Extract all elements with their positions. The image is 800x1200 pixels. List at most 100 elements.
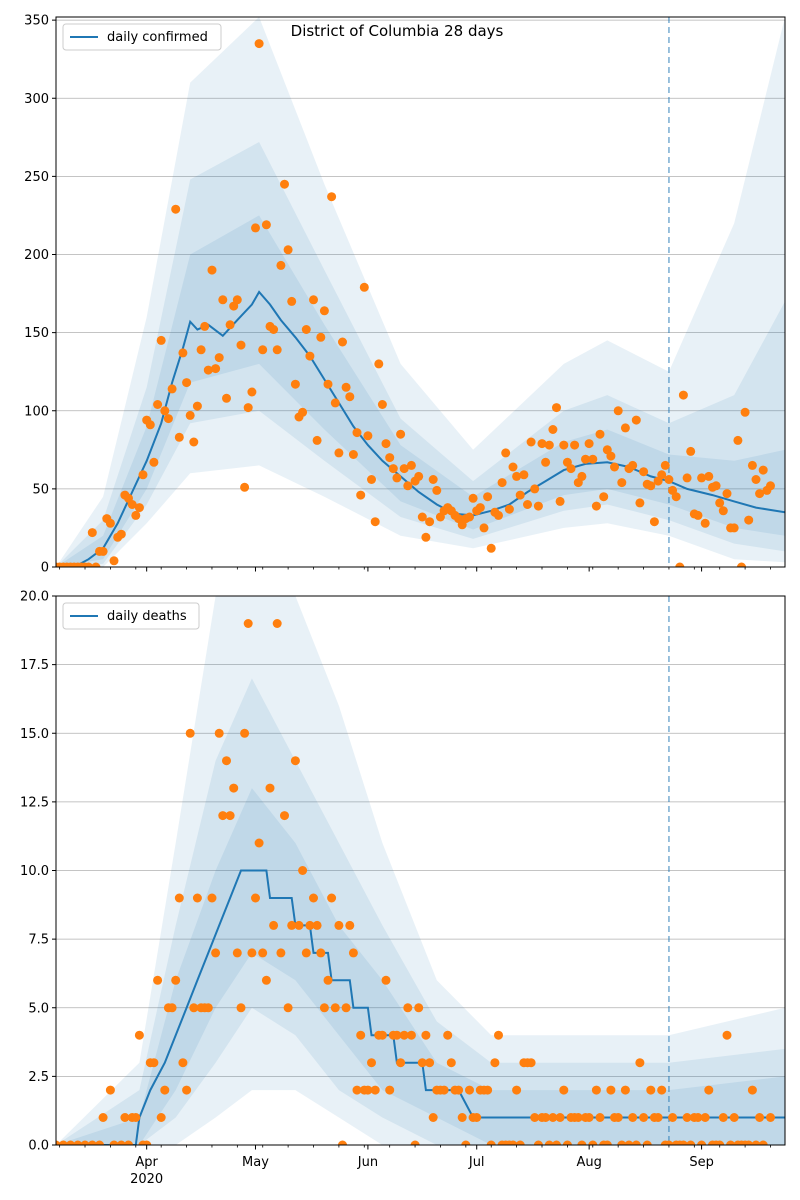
data-point: [189, 437, 199, 447]
data-point: [678, 1140, 688, 1145]
data-point: [639, 467, 649, 477]
data-point: [751, 1140, 761, 1145]
data-point: [457, 1113, 467, 1122]
data-point: [396, 429, 406, 439]
y-tick-label: 10.0: [20, 864, 49, 879]
y-tick-label: 50: [32, 482, 49, 497]
data-point: [599, 492, 609, 502]
y-tick-label: 12.5: [20, 795, 49, 810]
data-point: [352, 428, 362, 438]
data-point: [766, 481, 775, 491]
data-point: [247, 387, 257, 397]
data-point: [548, 425, 558, 434]
data-point: [334, 448, 344, 458]
data-point: [348, 450, 358, 459]
data-point: [737, 562, 746, 567]
data-point: [131, 510, 141, 520]
data-point: [66, 1140, 75, 1145]
data-point: [403, 481, 413, 491]
data-point: [301, 325, 311, 334]
data-point: [367, 475, 376, 484]
data-point: [174, 432, 184, 442]
data-point: [697, 473, 707, 483]
data-point: [726, 1140, 736, 1145]
data-point: [566, 464, 576, 474]
legend-confirmed: daily confirmed: [62, 23, 222, 51]
data-point: [388, 464, 398, 474]
data-point: [363, 1085, 373, 1095]
data-point: [182, 1085, 192, 1095]
y-tick-label: 100: [24, 404, 49, 419]
data-point: [222, 756, 231, 766]
data-point: [700, 518, 710, 528]
data-point: [555, 496, 565, 506]
data-point: [758, 1140, 768, 1145]
x-tick-label: Jun: [357, 1155, 378, 1170]
data-point: [359, 282, 369, 292]
data-point: [657, 1085, 667, 1095]
data-point: [693, 510, 703, 520]
data-point: [591, 501, 601, 511]
data-point: [294, 920, 304, 930]
data-point: [280, 179, 289, 189]
data-point: [766, 1113, 775, 1122]
data-point: [370, 1085, 380, 1095]
data-point: [631, 415, 641, 425]
data-point: [494, 510, 503, 520]
data-point: [526, 437, 536, 447]
data-point: [704, 1085, 714, 1095]
data-point: [399, 1030, 409, 1040]
data-point: [330, 1003, 340, 1013]
data-point: [236, 340, 246, 350]
data-point: [700, 1113, 710, 1122]
data-point: [515, 490, 525, 500]
data-point: [552, 1140, 561, 1145]
data-point: [280, 811, 289, 821]
data-point: [508, 462, 518, 472]
data-point: [515, 1140, 525, 1145]
axes-frame: [55, 16, 786, 568]
data-point: [428, 1113, 438, 1122]
data-point: [352, 1085, 362, 1095]
data-point: [454, 1085, 464, 1095]
data-point: [541, 1113, 551, 1122]
data-point: [87, 1140, 97, 1145]
data-point: [287, 296, 297, 306]
x-tick-label: Apr: [135, 1155, 158, 1170]
data-point: [251, 223, 260, 233]
data-point: [494, 1030, 503, 1040]
data-point: [392, 1030, 402, 1040]
data-point: [153, 975, 163, 985]
y-tick-label: 5.0: [28, 1001, 49, 1016]
data-point: [392, 473, 402, 483]
data-point: [258, 345, 268, 355]
data-point: [341, 382, 351, 392]
data-point: [512, 1085, 522, 1095]
data-point: [348, 948, 358, 958]
data-point: [163, 414, 173, 424]
data-point: [240, 482, 250, 492]
data-point: [319, 1003, 329, 1013]
x-tick-label: Jul: [468, 1155, 485, 1170]
data-point: [686, 1140, 696, 1145]
data-point: [283, 1003, 293, 1013]
data-point: [330, 398, 340, 408]
data-point: [744, 1140, 754, 1145]
data-point: [287, 920, 297, 930]
data-point: [312, 920, 322, 930]
data-point: [588, 1140, 598, 1145]
data-point: [425, 1058, 435, 1068]
data-point: [497, 478, 507, 488]
data-point: [185, 728, 195, 738]
data-point: [160, 406, 170, 416]
data-point: [178, 348, 188, 358]
data-point: [316, 332, 326, 342]
y-tick-label: 150: [24, 326, 49, 341]
data-point: [374, 359, 384, 369]
data-point: [758, 465, 768, 475]
data-point: [116, 1140, 126, 1145]
data-point: [305, 920, 315, 930]
data-point: [327, 893, 337, 903]
data-point: [602, 1140, 612, 1145]
data-point: [225, 811, 235, 821]
